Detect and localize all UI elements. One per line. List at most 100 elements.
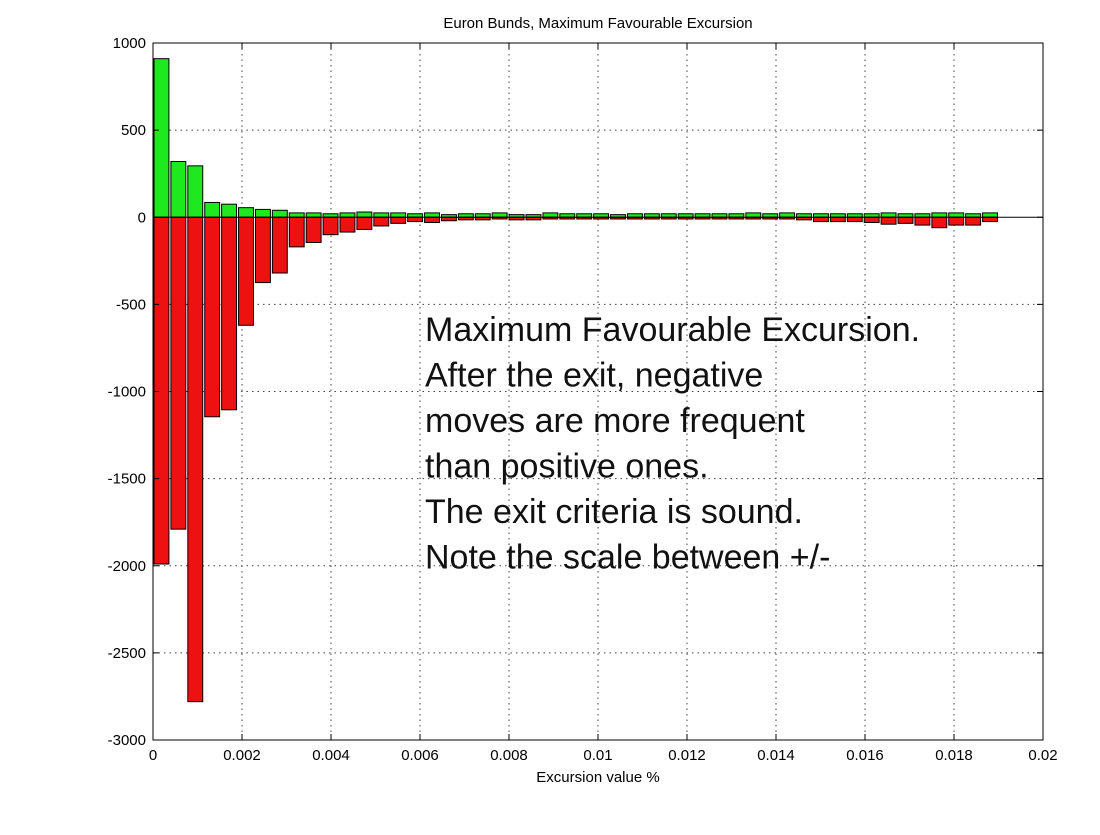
annotation-line: After the exit, negative: [425, 357, 763, 395]
x-tick-label: 0.01: [583, 747, 612, 764]
positive-bar: [677, 213, 694, 218]
negative-bar: [914, 216, 931, 226]
negative-bar: [829, 216, 846, 223]
positive-bar: [491, 212, 508, 218]
x-tick-label: 0.002: [223, 747, 261, 764]
positive-bar: [948, 212, 965, 218]
positive-bar: [457, 213, 474, 218]
negative-bar: [339, 216, 356, 233]
y-tick-label: -500: [116, 296, 146, 313]
positive-bar: [559, 213, 576, 218]
negative-bar: [356, 216, 373, 230]
positive-bar: [271, 209, 288, 218]
positive-bar: [254, 208, 271, 218]
y-tick-label: -2500: [108, 645, 146, 662]
negative-bar: [238, 216, 254, 326]
positive-bar: [846, 213, 863, 218]
x-tick-label: 0.008: [490, 747, 528, 764]
negative-bar: [305, 216, 322, 244]
negative-bar: [187, 216, 204, 703]
negative-bar: [424, 216, 440, 223]
negative-bar: [440, 216, 457, 222]
y-axis-ticks: 1000 500 0 -500 -1000 -1500 -2000 -2500 -3000: [108, 35, 1043, 749]
positive-bar: [863, 213, 880, 218]
x-axis-ticks: 0 0.002 0.004 0.006 0.008 0.01 0.012 0.014 0.016…: [149, 43, 1058, 764]
x-tick-label: 0.012: [668, 747, 706, 764]
negative-bar: [948, 216, 965, 226]
negative-bar: [254, 216, 271, 284]
negative-bar: [153, 216, 170, 565]
grid-lines: [153, 43, 1043, 740]
positive-bar: [779, 212, 796, 218]
annotation-line: Maximum Favourable Excursion.: [425, 311, 920, 349]
x-tick-label: 0.006: [401, 747, 439, 764]
x-axis-label: Excursion value %: [536, 769, 659, 786]
negative-bar: [271, 216, 288, 274]
negative-bar: [170, 216, 187, 530]
negative-bar: [322, 216, 339, 236]
positive-bar: [626, 213, 643, 218]
negative-bar: [204, 216, 221, 418]
annotation-line: moves are more frequent: [425, 402, 805, 440]
y-tick-label: -2000: [108, 558, 146, 575]
positive-bar: [322, 213, 339, 218]
chart-title: Euron Bunds, Maximum Favourable Excursio…: [443, 15, 752, 32]
positive-bar: [339, 212, 356, 218]
negative-bar: [982, 216, 999, 223]
positive-bar: [424, 212, 440, 218]
annotation: Maximum Favourable Excursion. After the e…: [425, 311, 920, 577]
x-tick-label: 0: [149, 747, 157, 764]
negative-bar: [880, 216, 897, 225]
x-tick-label: 0.02: [1028, 747, 1057, 764]
y-tick-label: -1500: [108, 471, 146, 488]
positive-bar: [965, 213, 982, 218]
y-tick-label: -3000: [108, 732, 146, 749]
negative-bar: [373, 216, 390, 227]
positive-bar: [762, 213, 779, 218]
x-tick-label: 0.014: [757, 747, 795, 764]
positive-bar: [474, 213, 491, 218]
positive-bar: [880, 212, 897, 218]
bars: [153, 58, 999, 703]
positive-bar: [288, 212, 305, 218]
y-tick-label: 1000: [113, 35, 146, 52]
negative-bar: [390, 216, 407, 224]
positive-bar: [204, 201, 221, 218]
negative-bar: [407, 216, 424, 223]
positive-bar: [694, 213, 711, 218]
x-tick-label: 0.018: [935, 747, 973, 764]
negative-bar: [897, 216, 914, 224]
positive-bar: [373, 212, 390, 218]
positive-bar: [170, 160, 187, 218]
positive-bar: [407, 213, 424, 218]
annotation-line: The exit criteria is sound.: [425, 493, 803, 531]
negative-bar: [863, 216, 880, 223]
positive-bar: [356, 211, 373, 218]
positive-bar: [390, 212, 407, 218]
y-tick-label: 500: [121, 122, 146, 139]
negative-bar: [846, 216, 863, 223]
x-tick-label: 0.004: [312, 747, 350, 764]
positive-bar: [187, 165, 204, 218]
x-tick-label: 0.016: [846, 747, 884, 764]
positive-bar: [305, 212, 322, 218]
positive-bar: [745, 212, 762, 218]
positive-bar: [593, 213, 610, 218]
positive-bar: [542, 212, 559, 218]
positive-bar: [643, 213, 660, 218]
negative-bar: [812, 216, 829, 223]
positive-bar: [238, 207, 254, 218]
negative-bar: [965, 216, 982, 226]
positive-bar: [660, 213, 677, 218]
annotation-line: than positive ones.: [425, 448, 709, 486]
positive-bar: [982, 212, 999, 218]
positive-bar: [931, 212, 948, 218]
positive-bar: [728, 213, 745, 218]
positive-bar: [576, 213, 593, 218]
positive-bar: [711, 213, 728, 218]
positive-bar: [812, 213, 829, 218]
negative-bar: [221, 216, 238, 411]
positive-bar: [221, 203, 238, 218]
negative-bar: [931, 216, 948, 229]
